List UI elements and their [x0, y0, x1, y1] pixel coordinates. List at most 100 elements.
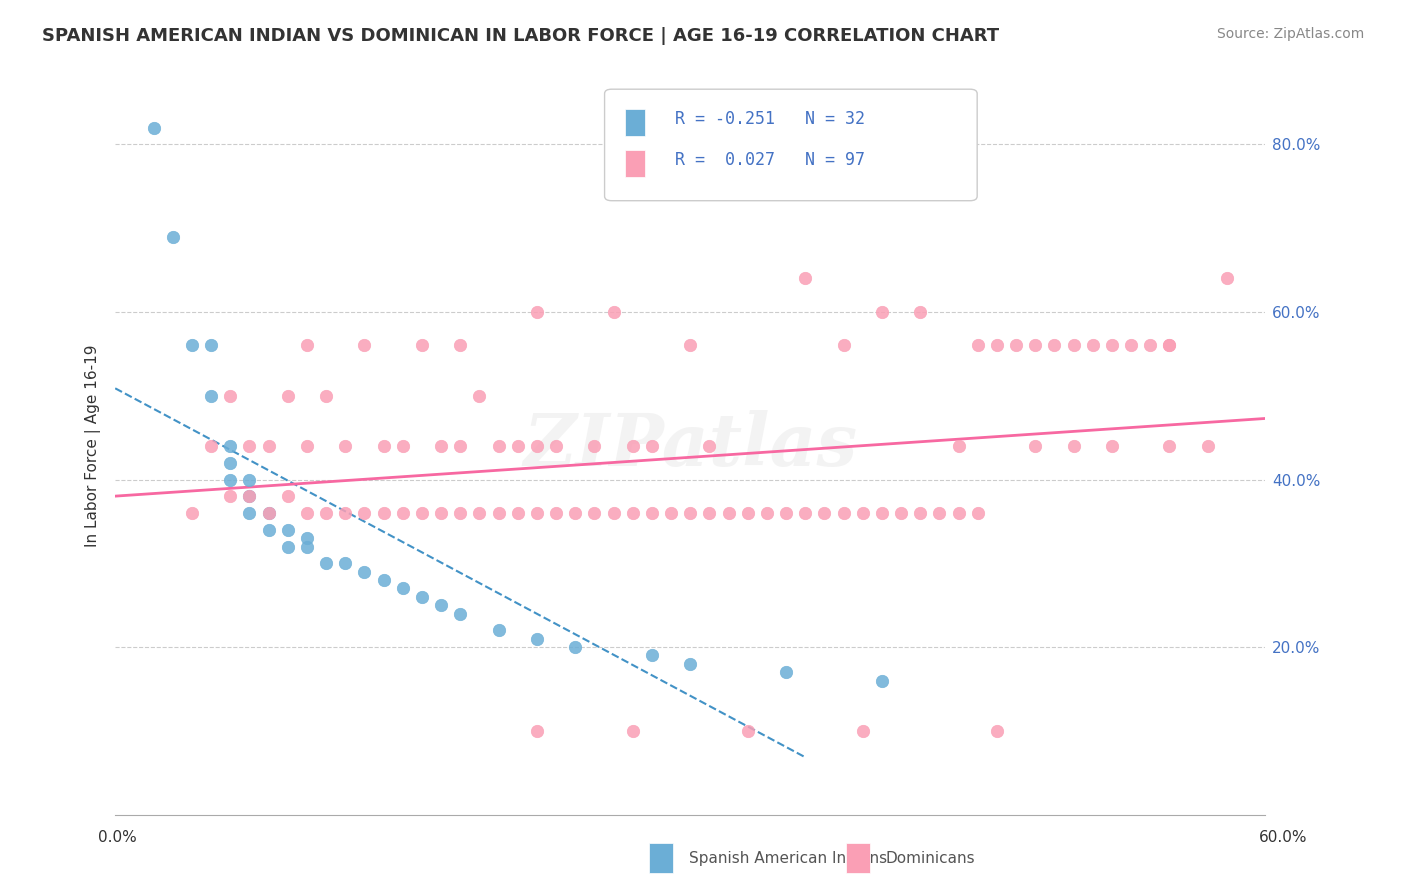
- Point: [506, 506, 529, 520]
- Point: [295, 531, 318, 545]
- Point: [1024, 439, 1046, 453]
- Point: [564, 506, 586, 520]
- Point: [238, 489, 260, 503]
- Point: [832, 506, 855, 520]
- Point: [373, 506, 395, 520]
- Point: [449, 506, 471, 520]
- Point: [986, 723, 1008, 738]
- Point: [430, 598, 453, 612]
- Point: [315, 506, 337, 520]
- Point: [411, 506, 433, 520]
- Point: [200, 338, 222, 352]
- Point: [1081, 338, 1104, 352]
- Point: [1216, 271, 1239, 285]
- Point: [699, 439, 721, 453]
- Point: [315, 389, 337, 403]
- Point: [870, 506, 893, 520]
- Point: [737, 506, 759, 520]
- Point: [1101, 338, 1123, 352]
- Point: [1024, 338, 1046, 352]
- Point: [641, 648, 664, 663]
- Point: [180, 338, 202, 352]
- Point: [813, 506, 835, 520]
- Point: [391, 439, 413, 453]
- Point: [832, 338, 855, 352]
- Text: SPANISH AMERICAN INDIAN VS DOMINICAN IN LABOR FORCE | AGE 16-19 CORRELATION CHAR: SPANISH AMERICAN INDIAN VS DOMINICAN IN …: [42, 27, 1000, 45]
- Point: [564, 640, 586, 654]
- Point: [583, 506, 606, 520]
- Text: 60.0%: 60.0%: [1260, 830, 1308, 845]
- Point: [1197, 439, 1219, 453]
- Text: Source: ZipAtlas.com: Source: ZipAtlas.com: [1216, 27, 1364, 41]
- Point: [430, 439, 453, 453]
- Point: [870, 305, 893, 319]
- Point: [910, 305, 932, 319]
- Point: [277, 489, 299, 503]
- Point: [679, 338, 702, 352]
- Point: [1043, 338, 1066, 352]
- Point: [277, 389, 299, 403]
- Point: [295, 439, 318, 453]
- Text: Spanish American Indians: Spanish American Indians: [689, 851, 887, 865]
- Point: [335, 556, 357, 570]
- Point: [1063, 338, 1085, 352]
- Point: [488, 506, 510, 520]
- Point: [257, 523, 280, 537]
- Text: ZIPatlas: ZIPatlas: [523, 410, 858, 482]
- Point: [295, 506, 318, 520]
- Point: [641, 506, 664, 520]
- Point: [449, 607, 471, 621]
- Point: [717, 506, 740, 520]
- Point: [257, 439, 280, 453]
- Point: [219, 473, 242, 487]
- Point: [391, 582, 413, 596]
- Point: [277, 540, 299, 554]
- Point: [295, 540, 318, 554]
- Point: [506, 439, 529, 453]
- Point: [775, 506, 797, 520]
- Point: [335, 439, 357, 453]
- Point: [430, 506, 453, 520]
- Text: Dominicans: Dominicans: [886, 851, 976, 865]
- Point: [526, 632, 548, 646]
- Point: [602, 506, 624, 520]
- Point: [928, 506, 950, 520]
- Point: [794, 271, 817, 285]
- Point: [1101, 439, 1123, 453]
- Point: [1119, 338, 1142, 352]
- Point: [200, 389, 222, 403]
- Point: [142, 120, 165, 135]
- Point: [526, 506, 548, 520]
- Point: [411, 590, 433, 604]
- Point: [449, 338, 471, 352]
- Text: 0.0%: 0.0%: [98, 830, 138, 845]
- Point: [353, 506, 375, 520]
- Point: [468, 506, 491, 520]
- Text: R = -0.251   N = 32: R = -0.251 N = 32: [675, 110, 865, 128]
- Point: [852, 723, 875, 738]
- Point: [238, 506, 260, 520]
- Point: [1159, 439, 1181, 453]
- Point: [238, 439, 260, 453]
- Point: [1139, 338, 1161, 352]
- Point: [966, 506, 988, 520]
- Point: [602, 305, 624, 319]
- Point: [219, 456, 242, 470]
- Point: [315, 556, 337, 570]
- Point: [238, 473, 260, 487]
- Point: [526, 439, 548, 453]
- Point: [391, 506, 413, 520]
- Point: [373, 439, 395, 453]
- Point: [295, 338, 318, 352]
- Point: [488, 439, 510, 453]
- Point: [755, 506, 778, 520]
- Point: [411, 338, 433, 352]
- Point: [870, 673, 893, 688]
- Point: [219, 439, 242, 453]
- Point: [219, 389, 242, 403]
- Point: [621, 439, 644, 453]
- Text: R =  0.027   N = 97: R = 0.027 N = 97: [675, 151, 865, 169]
- Point: [257, 506, 280, 520]
- Point: [659, 506, 682, 520]
- Point: [544, 439, 567, 453]
